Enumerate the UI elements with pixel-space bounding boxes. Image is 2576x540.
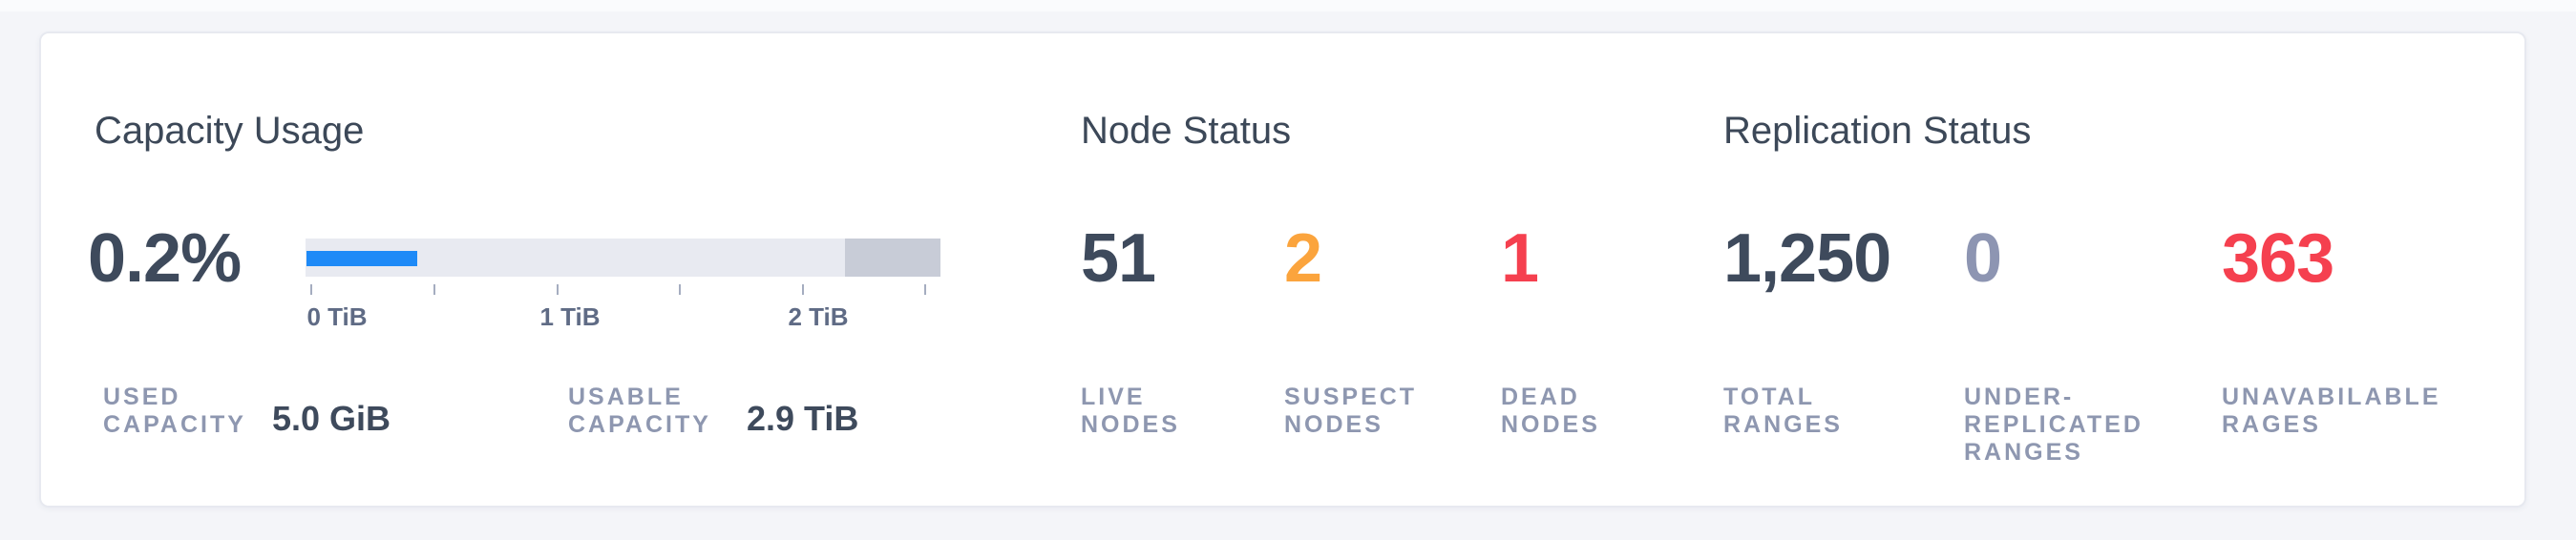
axis-tick — [802, 284, 804, 295]
suspect-nodes-label-line2: NODES — [1284, 411, 1383, 438]
unavailable-ranges-value: 363 — [2222, 220, 2334, 297]
dead-nodes-label-line2: NODES — [1501, 411, 1600, 438]
cluster-overview-card: Capacity Usage 0.2% 0 TiB 1 TiB 2 TiB US… — [39, 31, 2526, 508]
total-ranges-label-line1: TOTAL — [1723, 384, 1816, 410]
suspect-nodes-label: SUSPECT NODES — [1284, 384, 1417, 439]
used-capacity-label-line2: CAPACITY — [103, 411, 246, 438]
unavailable-ranges-label: UNAVABILABLE RAGES — [2222, 384, 2441, 439]
live-nodes-value: 51 — [1081, 220, 1156, 297]
capacity-bar-used-fill — [306, 251, 417, 266]
under-replicated-ranges-label-line3: RANGES — [1964, 439, 2083, 466]
node-status-title: Node Status — [1081, 110, 1292, 152]
usable-capacity-label-line2: CAPACITY — [568, 411, 711, 438]
axis-tick — [433, 284, 435, 295]
total-ranges-label-line2: RANGES — [1723, 411, 1843, 438]
used-capacity-value: 5.0 GiB — [272, 399, 391, 438]
used-capacity-label: USED CAPACITY — [103, 384, 246, 439]
live-nodes-label-line1: LIVE — [1081, 384, 1146, 410]
capacity-used-percent: 0.2% — [88, 220, 242, 297]
unavailable-ranges-label-line2: RAGES — [2222, 411, 2321, 438]
total-ranges-value: 1,250 — [1723, 220, 1891, 297]
capacity-axis: 0 TiB 1 TiB 2 TiB — [306, 284, 940, 342]
under-replicated-ranges-label: UNDER- REPLICATED RANGES — [1964, 384, 2143, 467]
usable-capacity-label-line1: USABLE — [568, 384, 684, 410]
replication-status-title: Replication Status — [1723, 110, 2032, 152]
dead-nodes-label-line1: DEAD — [1501, 384, 1580, 410]
usable-capacity-value: 2.9 TiB — [747, 399, 859, 438]
live-nodes-label-line2: NODES — [1081, 411, 1180, 438]
suspect-nodes-value: 2 — [1284, 220, 1322, 297]
axis-tick — [679, 284, 681, 295]
axis-tick-label-0tib: 0 TiB — [306, 302, 368, 331]
page-top-strip — [0, 0, 2576, 11]
dead-nodes-label: DEAD NODES — [1501, 384, 1600, 439]
total-ranges-label: TOTAL RANGES — [1723, 384, 1843, 439]
under-replicated-ranges-label-line1: UNDER- — [1964, 384, 2075, 410]
under-replicated-ranges-label-line2: REPLICATED — [1964, 411, 2143, 438]
capacity-bar — [306, 239, 940, 277]
axis-tick — [310, 284, 312, 295]
suspect-nodes-label-line1: SUSPECT — [1284, 384, 1418, 410]
axis-tick-label-1tib: 1 TiB — [539, 302, 601, 331]
axis-tick — [557, 284, 559, 295]
usable-capacity-label: USABLE CAPACITY — [568, 384, 711, 439]
capacity-usage-title: Capacity Usage — [95, 110, 365, 152]
capacity-bar-reserved-segment — [845, 239, 940, 277]
live-nodes-label: LIVE NODES — [1081, 384, 1180, 439]
axis-tick-label-2tib: 2 TiB — [788, 302, 849, 331]
dead-nodes-value: 1 — [1501, 220, 1539, 297]
used-capacity-label-line1: USED — [103, 384, 181, 410]
axis-tick — [924, 284, 926, 295]
unavailable-ranges-label-line1: UNAVABILABLE — [2222, 384, 2441, 410]
under-replicated-ranges-value: 0 — [1964, 220, 2002, 297]
